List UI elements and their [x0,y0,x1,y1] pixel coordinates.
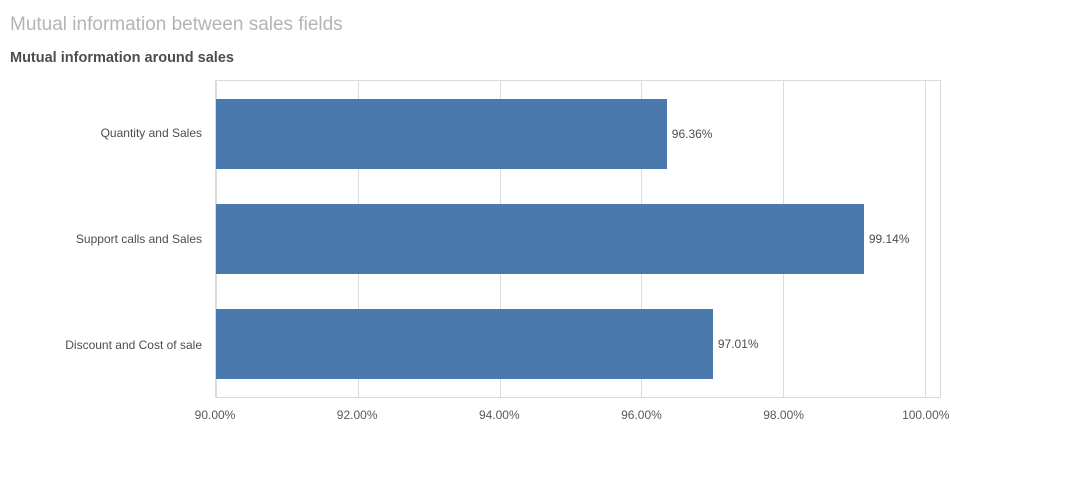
bar-1[interactable] [216,98,667,169]
x-tick-label: 90.00% [194,408,236,422]
category-label: Quantity and Sales [100,126,202,140]
bar-3[interactable] [216,309,713,380]
gridline [924,81,926,397]
chart-title: Mutual information around sales [10,50,234,66]
mutual-information-bar-chart: Quantity and Sales Support calls and Sale… [0,80,1080,430]
x-tick-label: 96.00% [621,408,662,422]
x-tick-label: 92.00% [336,408,378,422]
category-label: Discount and Cost of sale [65,338,202,352]
bar-value-label: 97.01% [717,337,759,352]
category-label: Support calls and Sales [75,232,202,246]
bar-value-label: 99.14% [868,231,910,246]
bar-2[interactable] [216,203,864,274]
x-tick-label: 98.00% [763,408,804,422]
bar-row: 97.01% [216,292,940,397]
plot-column: 96.36% 99.14% 97.01% 90.00% 92.00% 94.00% 96.… [195,80,950,430]
x-tick-label: 100.00% [902,408,950,422]
bar-row: 96.36% [216,81,940,186]
bar-value-label: 96.36% [671,126,713,141]
sheet-title: Mutual information between sales fields [10,14,343,35]
bar-row: 99.14% [216,186,940,291]
x-axis-tick-labels: 90.00% 92.00% 94.00% 96.00% 98.00% 100.00% [195,398,950,430]
y-axis-category-labels: Quantity and Sales Support calls and Sale… [0,80,215,398]
plot-area: 96.36% 99.14% 97.01% [215,80,941,398]
x-tick-label: 94.00% [478,408,520,422]
bar-rows: 96.36% 99.14% 97.01% [216,81,940,397]
